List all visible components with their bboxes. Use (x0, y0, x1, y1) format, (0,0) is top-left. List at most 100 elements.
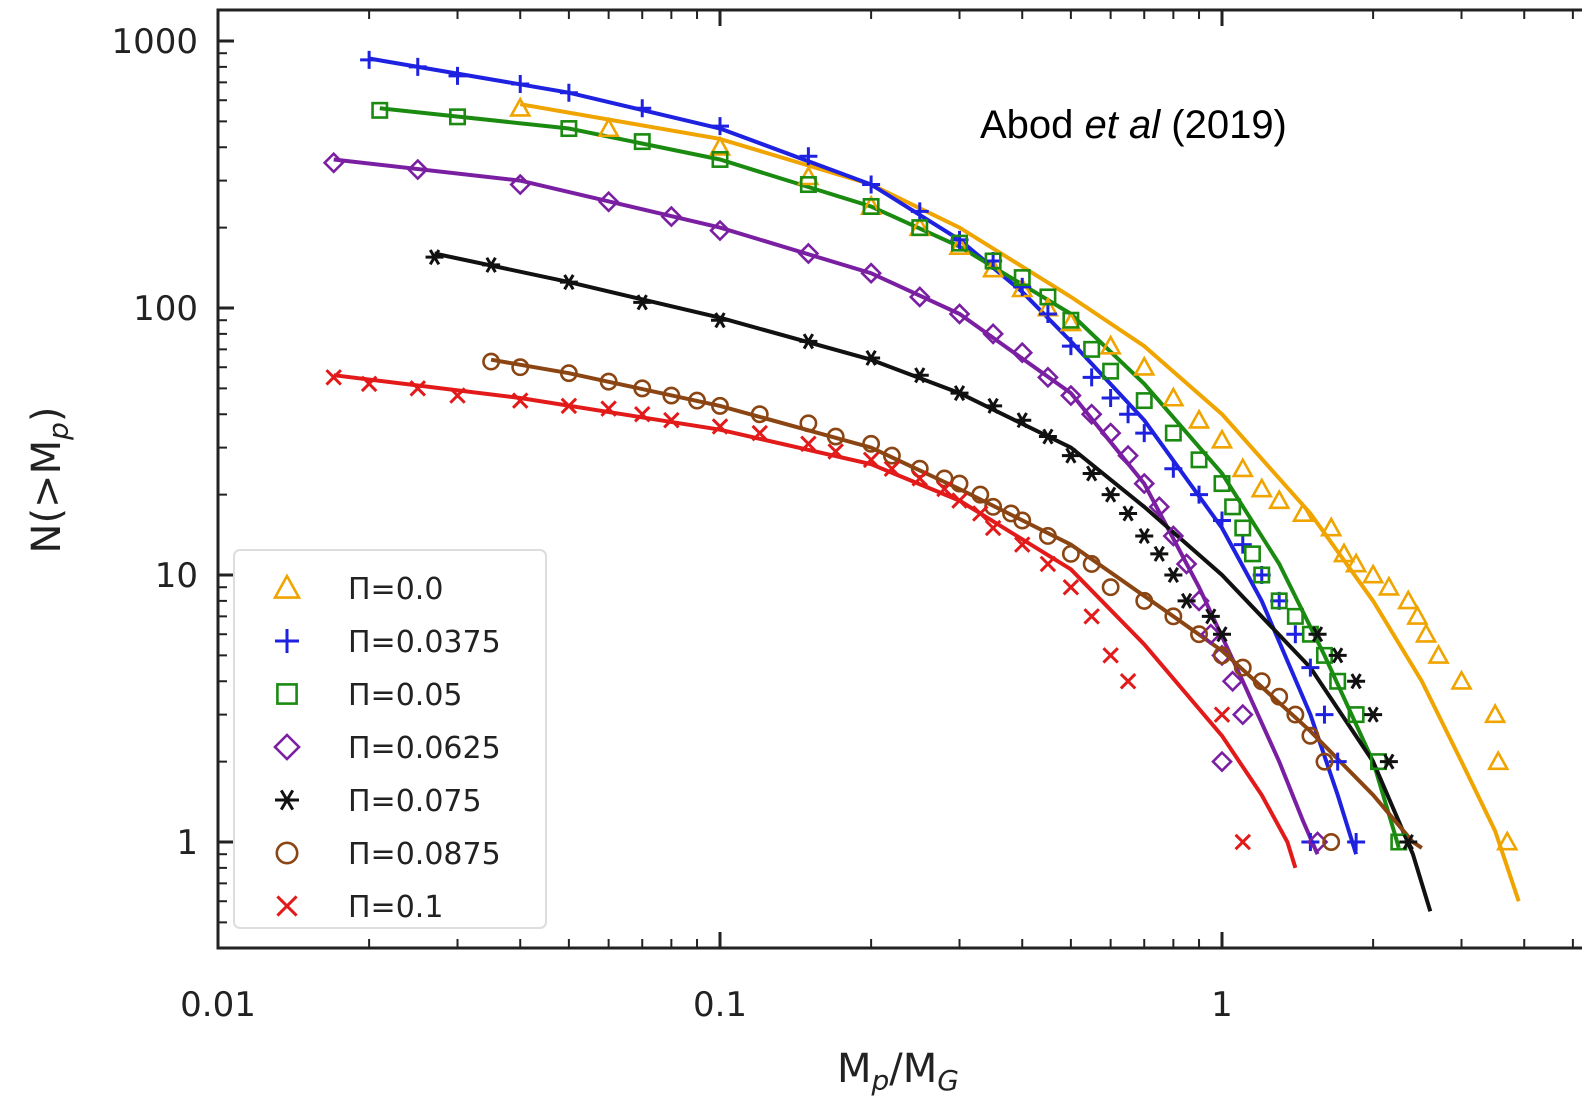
data-point (1361, 563, 1385, 584)
data-point (799, 414, 818, 433)
data-point (1061, 544, 1080, 563)
data-point (599, 372, 618, 391)
series-markers (371, 101, 1408, 851)
data-point (1162, 525, 1185, 547)
data-point (560, 397, 578, 415)
data-point (1133, 472, 1156, 495)
data-point (1332, 542, 1356, 563)
data-point (1099, 334, 1122, 355)
data-point (1379, 753, 1398, 770)
data-point (1062, 578, 1080, 596)
data-point (1201, 608, 1220, 625)
data-point (1190, 485, 1209, 504)
legend-marker (276, 683, 298, 705)
legend-label: Π=0.0875 (348, 837, 501, 872)
data-point (1190, 625, 1208, 644)
data-point (1364, 706, 1383, 723)
data-point (325, 369, 342, 386)
data-point (1286, 607, 1304, 625)
data-point (1496, 830, 1519, 851)
data-point (951, 234, 969, 252)
data-point (1270, 687, 1289, 706)
data-point (1315, 752, 1334, 771)
data-point (882, 446, 901, 465)
data-point (559, 364, 578, 383)
data-point (1329, 672, 1347, 690)
legend-label: Π=0.075 (348, 784, 482, 819)
data-point (482, 352, 501, 371)
data-point (559, 83, 578, 102)
y-axis-label: N(>Mp) (24, 407, 75, 554)
data-point (633, 99, 652, 118)
data-point (511, 75, 530, 94)
data-point (1099, 422, 1122, 444)
citation-annotation: Abod et al (2019) (980, 103, 1287, 147)
data-point (1344, 552, 1368, 573)
y-tick-label: 10 (155, 556, 198, 596)
fit-line (490, 357, 1423, 850)
data-point (1210, 428, 1234, 449)
data-point (1135, 392, 1153, 410)
data-point (1162, 386, 1185, 407)
data-point (950, 385, 969, 402)
data-point (425, 249, 444, 266)
data-point (711, 418, 729, 435)
data-point (862, 197, 880, 215)
data-point (559, 274, 578, 291)
data-point (1013, 412, 1032, 429)
data-point (1133, 355, 1156, 376)
data-point (1224, 498, 1242, 516)
data-point (1062, 311, 1080, 329)
legend: Π=0.0 Π=0.0375 Π=0.05 Π=0.0625 Π=0.075 Π=0.08… (233, 549, 547, 929)
data-point (984, 252, 1002, 270)
data-point (1164, 424, 1182, 442)
data-point (633, 405, 651, 423)
data-point (1267, 488, 1291, 510)
series-markers (509, 96, 1519, 851)
data-point (1135, 424, 1154, 443)
data-point (1101, 486, 1120, 503)
data-point (1233, 535, 1252, 554)
data-point (910, 202, 929, 221)
data-point (1450, 669, 1473, 690)
series-markers (360, 50, 1366, 851)
data-point (1301, 658, 1320, 677)
data-point (1414, 622, 1438, 643)
data-point (1164, 459, 1183, 478)
data-point (662, 386, 681, 405)
data-point (1213, 706, 1231, 723)
data-point (1427, 643, 1450, 664)
data-point (408, 57, 427, 76)
series-markers (322, 151, 1329, 853)
data-point (1188, 590, 1210, 612)
data-point (1253, 566, 1271, 584)
data-point (360, 50, 379, 69)
data-point (750, 405, 769, 424)
data-point (711, 117, 729, 136)
legend-label: Π=0.0 (348, 572, 443, 607)
data-point (862, 175, 881, 194)
data-point (1347, 673, 1366, 690)
data-point (1213, 511, 1231, 530)
data-point (448, 66, 467, 85)
data-point (1221, 670, 1244, 693)
data-point (1175, 553, 1198, 575)
data-point (660, 205, 683, 228)
data-point (1301, 726, 1320, 745)
data-point (1013, 269, 1031, 287)
data-point (1013, 277, 1032, 296)
data-point (1060, 384, 1082, 407)
data-point (1059, 311, 1083, 332)
data-point (482, 256, 501, 273)
data-point (597, 190, 620, 213)
data-point (1082, 465, 1101, 482)
fit-line (434, 251, 1433, 912)
data-point (1119, 672, 1137, 690)
data-point (1211, 750, 1233, 773)
series-markers (325, 369, 1252, 851)
data-point (1164, 567, 1183, 583)
data-point (511, 358, 530, 377)
data-point (799, 176, 817, 194)
data-point (1234, 833, 1252, 851)
data-point (1038, 527, 1057, 545)
